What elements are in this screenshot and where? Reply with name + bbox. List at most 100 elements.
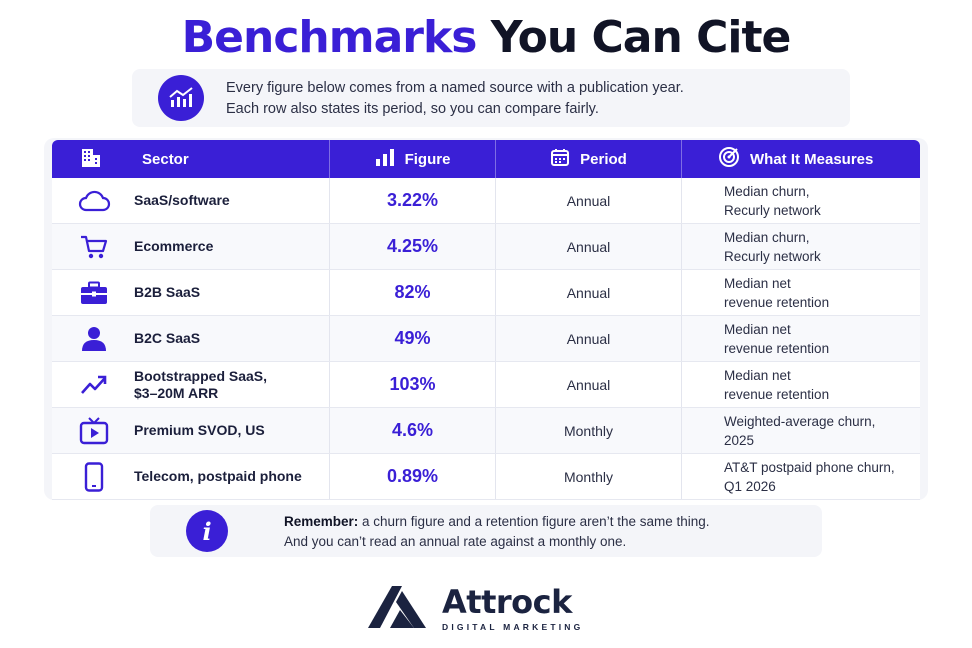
figure-cell: 0.89% [330,454,496,499]
sector-name: B2B SaaS [134,284,200,301]
brand-logo: Attrock DIGITAL MARKETING [366,582,583,635]
sector-cell: Bootstrapped SaaS, $3–20M ARR [52,362,330,407]
sector-cell: Telecom, postpaid phone [52,454,330,499]
header-measures: What It Measures [682,140,920,178]
measure-line-1: Median net [724,275,791,291]
note-line-2: And you can’t read an annual rate agains… [284,534,627,549]
intro-panel: Every figure below comes from a named so… [132,69,850,127]
table-header: Sector Figure [52,140,920,178]
measure-line-1: Median churn, [724,183,810,199]
period-cell: Annual [496,224,682,269]
figure-cell: 4.25% [330,224,496,269]
sector-name: B2C SaaS [134,330,200,347]
measure-line-2: Recurly network [724,202,821,218]
period-cell: Monthly [496,408,682,453]
header-figure: Figure [330,140,496,178]
cloud-icon [76,189,112,213]
measure-line-1: Median net [724,321,791,337]
measures-cell: Median net revenue retention [682,316,920,361]
title-accent: Benchmarks [181,12,478,63]
cart-icon [76,234,112,260]
measure-line-1: Median churn, [724,229,810,245]
header-period: Period [496,140,682,178]
measures-cell: Median churn, Recurly network [682,224,920,269]
phone-icon [76,461,112,492]
sector-line-1: SaaS/software [134,192,230,208]
building-icon [80,146,112,172]
figure-cell: 103% [330,362,496,407]
table-row: B2B SaaS 82% Annual Median net revenue re… [52,270,920,316]
trend-up-icon [76,374,112,396]
intro-line-1: Every figure below comes from a named so… [226,80,684,96]
table-body: SaaS/software 3.22% Annual Median churn,… [52,178,920,500]
period-cell: Annual [496,362,682,407]
header-sector: Sector [52,140,330,178]
table-row: B2C SaaS 49% Annual Median net revenue re… [52,316,920,362]
growth-chart-icon [158,75,204,121]
sector-line-1: Ecommerce [134,238,214,254]
person-icon [76,326,112,352]
calendar-icon [550,147,580,171]
measures-cell: Weighted-average churn, 2025 [682,408,920,453]
measure-line-2: revenue retention [724,386,830,402]
header-sector-label: Sector [142,150,189,168]
info-icon: i [186,510,228,552]
header-figure-label: Figure [404,150,451,168]
figure-cell: 82% [330,270,496,315]
table-row: Premium SVOD, US 4.6% Monthly Weighted-a… [52,408,920,454]
measure-line-2: revenue retention [724,340,830,356]
note-line-1-rest: a churn figure and a retention figure ar… [358,514,710,529]
measures-cell: Median net revenue retention [682,362,920,407]
table-row: Telecom, postpaid phone 0.89% Monthly AT… [52,454,920,500]
table-row: Ecommerce 4.25% Annual Median churn, Recu… [52,224,920,270]
header-measures-label: What It Measures [750,150,874,168]
benchmark-table: Sector Figure [44,138,928,500]
intro-line-2: Each row also states its period, so you … [226,101,599,117]
figure-cell: 3.22% [330,178,496,223]
sector-line-1: B2C SaaS [134,330,201,346]
sector-line-1: B2B SaaS [134,284,201,300]
figure-cell: 49% [330,316,496,361]
sector-cell: Ecommerce [52,224,330,269]
table-row: Bootstrapped SaaS, $3–20M ARR 103% Annua… [52,362,920,408]
measure-line-2: Recurly network [724,248,821,264]
sector-name: Bootstrapped SaaS, $3–20M ARR [134,368,267,402]
logo-tagline: DIGITAL MARKETING [442,621,584,632]
sector-name: Telecom, postpaid phone [134,468,302,485]
tv-play-icon [76,416,112,445]
title-rest: You Can Cite [490,12,792,63]
measure-line-2: revenue retention [724,294,830,310]
briefcase-icon [76,281,112,305]
sector-name: Premium SVOD, US [134,422,265,439]
page-title: Benchmarks You Can Cite [0,12,972,63]
sector-cell: B2C SaaS [52,316,330,361]
measure-line-2: Q1 2026 [724,478,776,494]
measure-line-1: Weighted-average churn, [724,413,876,429]
measure-line-1: AT&T postpaid phone churn, [724,459,895,475]
measure-line-1: Median net [724,367,791,383]
logo-name: Attrock [442,582,572,621]
figure-cell: 4.6% [330,408,496,453]
period-cell: Monthly [496,454,682,499]
measure-line-2: 2025 [724,432,755,448]
bar-chart-icon [375,148,405,170]
sector-cell: Premium SVOD, US [52,408,330,453]
measures-cell: Median net revenue retention [682,270,920,315]
logo-text: Attrock DIGITAL MARKETING [442,586,583,632]
measures-cell: AT&T postpaid phone churn, Q1 2026 [682,454,920,499]
target-icon [718,146,750,172]
note-line-1: Remember: a churn figure and a retention… [284,512,710,532]
remember-note: i Remember: a churn figure and a retenti… [150,505,822,557]
sector-cell: SaaS/software [52,178,330,223]
note-text: Remember: a churn figure and a retention… [284,512,710,552]
period-cell: Annual [496,270,682,315]
table-row: SaaS/software 3.22% Annual Median churn,… [52,178,920,224]
period-cell: Annual [496,316,682,361]
note-bold: Remember: [284,514,359,529]
header-period-label: Period [580,150,627,168]
period-cell: Annual [496,178,682,223]
sector-line-1: Bootstrapped SaaS, [134,367,268,384]
sector-line-1: Premium SVOD, US [134,422,265,438]
sector-name: Ecommerce [134,238,213,255]
sector-name: SaaS/software [134,192,230,209]
